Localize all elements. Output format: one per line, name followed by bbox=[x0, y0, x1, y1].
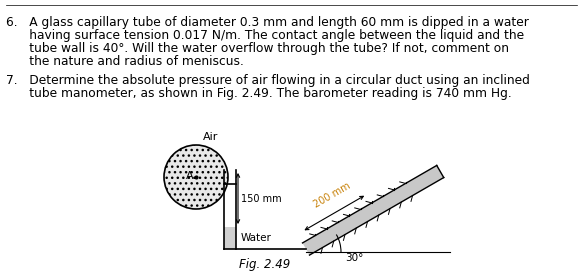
Circle shape bbox=[164, 145, 228, 209]
Text: having surface tension 0.017 N/m. The contact angle between the liquid and the: having surface tension 0.017 N/m. The co… bbox=[6, 29, 524, 42]
Text: 150 mm: 150 mm bbox=[241, 194, 282, 203]
Text: A: A bbox=[186, 171, 194, 181]
Text: tube manometer, as shown in Fig. 2.49. The barometer reading is 740 mm Hg.: tube manometer, as shown in Fig. 2.49. T… bbox=[6, 87, 512, 100]
Bar bbox=[224, 227, 236, 249]
Text: Air: Air bbox=[203, 132, 219, 142]
Text: Fig. 2.49: Fig. 2.49 bbox=[240, 258, 290, 271]
Text: 30°: 30° bbox=[345, 253, 363, 263]
Text: Water: Water bbox=[241, 233, 272, 243]
Text: 200 mm: 200 mm bbox=[312, 181, 352, 210]
Text: 7.   Determine the absolute pressure of air flowing in a circular duct using an : 7. Determine the absolute pressure of ai… bbox=[6, 74, 530, 87]
Polygon shape bbox=[303, 165, 444, 255]
Text: 6.   A glass capillary tube of diameter 0.3 mm and length 60 mm is dipped in a w: 6. A glass capillary tube of diameter 0.… bbox=[6, 16, 529, 29]
Text: tube wall is 40°. Will the water overflow through the tube? If not, comment on: tube wall is 40°. Will the water overflo… bbox=[6, 42, 509, 55]
Text: the nature and radius of meniscus.: the nature and radius of meniscus. bbox=[6, 55, 244, 68]
